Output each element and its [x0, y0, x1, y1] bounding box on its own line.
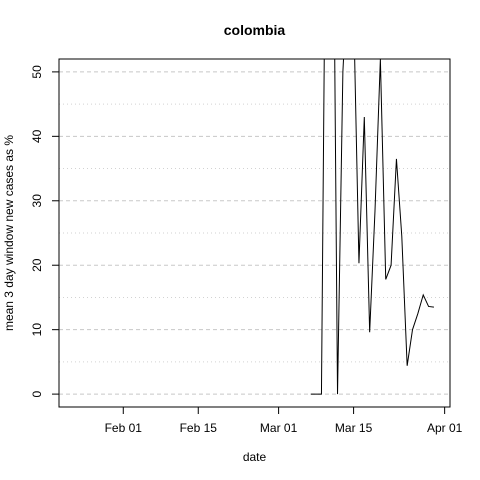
plot-frame [58, 58, 451, 408]
x-tick-label: Mar 15 [335, 421, 373, 435]
x-axis-label: date [243, 450, 267, 464]
y-tick-label: 30 [30, 194, 44, 208]
grid-lines [59, 71, 450, 395]
x-axis: Feb 01 Feb 15 Mar 01 Mar 15 Apr 01 [105, 407, 463, 435]
series-line-0 [310, 59, 434, 395]
series-lines [310, 59, 434, 395]
y-tick-label: 50 [30, 65, 44, 79]
x-tick-label: Feb 15 [180, 421, 218, 435]
y-axis-label: mean 3 day window new cases as % [2, 135, 16, 331]
y-tick-label: 20 [30, 258, 44, 272]
y-axis: 0 10 20 30 40 50 [30, 65, 59, 397]
y-tick-label: 10 [30, 323, 44, 337]
x-tick-label: Mar 01 [260, 421, 298, 435]
y-tick-label: 40 [30, 129, 44, 143]
chart-title: colombia [224, 22, 286, 38]
x-tick-label: Apr 01 [427, 421, 463, 435]
x-tick-label: Feb 01 [105, 421, 143, 435]
y-tick-label: 0 [30, 390, 44, 397]
